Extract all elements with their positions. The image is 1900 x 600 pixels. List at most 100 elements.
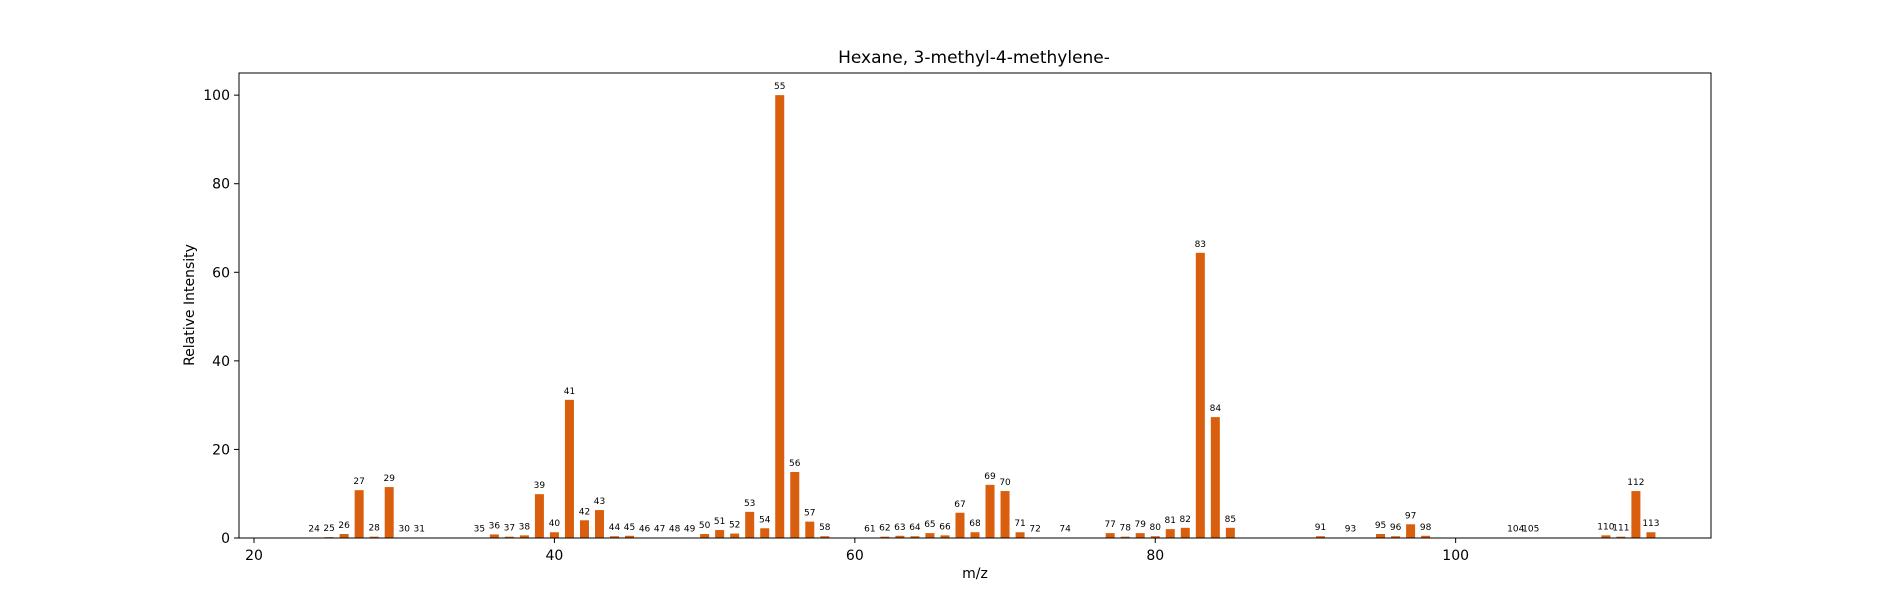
- bar-label-mz-57: 57: [804, 509, 815, 519]
- y-tick-label: 80: [212, 177, 230, 193]
- bar-mz-95: [1376, 534, 1386, 538]
- bar-label-mz-58: 58: [819, 523, 831, 533]
- bar-label-mz-97: 97: [1405, 511, 1416, 521]
- bar-mz-50: [700, 534, 710, 538]
- bar-label-mz-47: 47: [654, 525, 665, 535]
- y-tick-label: 60: [212, 265, 230, 281]
- bar-mz-27: [354, 490, 364, 538]
- bar-mz-110: [1601, 535, 1611, 538]
- bar-label-mz-69: 69: [984, 472, 996, 482]
- plot-area-frame: [238, 72, 1712, 539]
- bar-mz-52: [730, 533, 740, 538]
- bar-mz-64: [910, 536, 920, 538]
- bar-label-mz-61: 61: [864, 525, 875, 535]
- bar-mz-40: [549, 532, 559, 538]
- bar-mz-38: [519, 535, 529, 538]
- bar-mz-57: [805, 521, 815, 538]
- bar-label-mz-70: 70: [999, 478, 1011, 488]
- bar-mz-42: [579, 520, 589, 538]
- bar-mz-97: [1406, 524, 1416, 538]
- bar-label-mz-24: 24: [308, 525, 320, 535]
- y-axis-ticks: 0 20 40 60 80 100: [203, 88, 239, 547]
- bar-mz-63: [895, 535, 905, 538]
- bar-mz-36: [489, 534, 499, 538]
- bar-label-mz-65: 65: [924, 520, 935, 530]
- bar-mz-70: [1000, 491, 1010, 538]
- bar-label-mz-85: 85: [1225, 515, 1236, 525]
- bar-mz-80: [1150, 536, 1160, 538]
- bar-mz-78: [1120, 536, 1130, 538]
- x-tick-label: 100: [1442, 548, 1469, 564]
- bar-label-mz-45: 45: [624, 523, 635, 533]
- bar-mz-69: [985, 484, 995, 538]
- bar-label-mz-30: 30: [398, 525, 410, 535]
- bar-mz-26: [339, 534, 349, 538]
- bar-label-mz-77: 77: [1104, 520, 1115, 530]
- bar-label-mz-26: 26: [338, 521, 350, 531]
- bar-mz-77: [1105, 533, 1115, 538]
- bar-label-mz-27: 27: [353, 477, 364, 487]
- bar-label-mz-84: 84: [1210, 404, 1222, 414]
- bar-label-mz-95: 95: [1375, 521, 1386, 531]
- bar-label-mz-68: 68: [969, 519, 981, 529]
- y-tick-label: 40: [212, 354, 230, 370]
- x-axis-label: m/z: [962, 566, 988, 582]
- bar-mz-45: [625, 535, 635, 538]
- bar-mz-84: [1210, 417, 1220, 538]
- bar-mz-98: [1421, 535, 1431, 538]
- bar-label-mz-66: 66: [939, 522, 951, 532]
- bar-label-mz-64: 64: [909, 523, 921, 533]
- bar-mz-85: [1225, 527, 1235, 538]
- bar-mz-43: [594, 510, 604, 538]
- bar-mz-44: [610, 536, 620, 538]
- bar-mz-53: [745, 511, 755, 538]
- bar-label-mz-29: 29: [383, 474, 395, 484]
- bar-label-mz-51: 51: [714, 517, 725, 527]
- bar-label-mz-82: 82: [1180, 515, 1191, 525]
- bar-label-mz-37: 37: [504, 524, 515, 534]
- y-tick-label: 0: [221, 531, 230, 547]
- bar-label-mz-78: 78: [1119, 524, 1131, 534]
- bar-label-mz-105: 105: [1522, 525, 1539, 535]
- bar-mz-79: [1135, 533, 1145, 538]
- bar-label-mz-98: 98: [1420, 523, 1432, 533]
- bar-label-mz-93: 93: [1345, 525, 1356, 535]
- bar-label-mz-71: 71: [1014, 519, 1025, 529]
- bar-mz-68: [970, 532, 980, 538]
- bar-label-mz-104: 104: [1507, 525, 1524, 535]
- bar-label-mz-38: 38: [519, 522, 531, 532]
- bar-mz-111: [1616, 536, 1626, 538]
- bars-group: [309, 95, 1656, 539]
- bar-label-mz-52: 52: [729, 521, 740, 531]
- bar-label-mz-46: 46: [639, 525, 651, 535]
- bar-mz-56: [790, 472, 800, 538]
- bar-label-mz-41: 41: [564, 387, 575, 397]
- bar-mz-81: [1165, 529, 1175, 538]
- bar-label-mz-74: 74: [1059, 525, 1071, 535]
- y-tick-label: 100: [203, 88, 230, 104]
- bar-label-mz-36: 36: [489, 521, 501, 531]
- bar-label-mz-53: 53: [744, 499, 755, 509]
- bar-label-mz-91: 91: [1315, 523, 1326, 533]
- bar-mz-82: [1180, 527, 1190, 538]
- bar-mz-28: [369, 536, 379, 538]
- bar-mz-51: [715, 530, 725, 538]
- bar-label-mz-62: 62: [879, 524, 890, 534]
- chart-title: Hexane, 3-methyl-4-methylene-: [838, 48, 1110, 68]
- bar-mz-91: [1315, 536, 1325, 538]
- x-tick-label: 80: [1146, 548, 1164, 564]
- bar-label-mz-113: 113: [1642, 519, 1659, 529]
- bar-label-mz-67: 67: [954, 500, 965, 510]
- bar-label-mz-28: 28: [368, 524, 380, 534]
- bar-mz-67: [955, 512, 965, 538]
- bar-labels-group: 24 25 26 27 28 29 30 31 35 36 37 38 39 40 41 42 43 44 45 46…: [308, 82, 1659, 534]
- bar-label-mz-72: 72: [1029, 525, 1040, 535]
- bar-label-mz-40: 40: [549, 519, 561, 529]
- bar-label-mz-25: 25: [323, 524, 334, 534]
- bar-label-mz-56: 56: [789, 459, 801, 469]
- x-tick-label: 20: [245, 548, 263, 564]
- bar-label-mz-43: 43: [594, 497, 605, 507]
- y-tick-label: 20: [212, 442, 230, 458]
- bar-mz-37: [504, 536, 514, 538]
